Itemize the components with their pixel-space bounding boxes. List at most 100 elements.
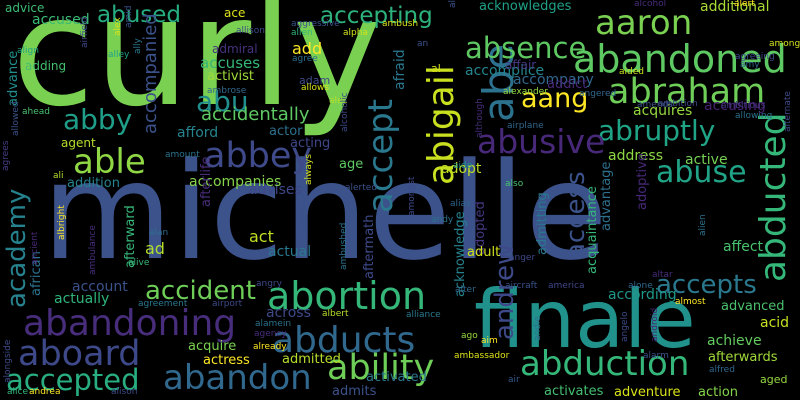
word: activist — [207, 69, 254, 84]
word: afterwards — [708, 350, 778, 365]
word: abandon — [163, 358, 312, 398]
word: alarm — [643, 351, 669, 361]
word: affair — [505, 58, 537, 72]
word: accepts — [656, 270, 757, 300]
word: alexander — [503, 87, 548, 97]
word: abusive — [477, 122, 606, 161]
word: alcoholic — [340, 92, 350, 132]
word: accident — [145, 276, 256, 306]
word: also — [505, 179, 524, 189]
word: aircraft — [505, 281, 538, 291]
word: affect — [723, 239, 764, 255]
word: aggressive — [291, 19, 340, 29]
word: accusing — [704, 98, 766, 114]
word: agency — [254, 329, 287, 339]
word: accepting — [320, 3, 433, 29]
word: airport — [212, 299, 243, 309]
word: adult — [467, 245, 501, 260]
word: adam — [299, 74, 331, 87]
word: michelle — [42, 134, 608, 290]
word: advice — [5, 1, 45, 15]
word: altar — [652, 270, 673, 280]
word: afterlife — [199, 156, 214, 207]
word: abandoning — [23, 303, 237, 344]
word: anderson — [299, 190, 309, 233]
word: accomplice — [465, 63, 545, 79]
word: acquires — [633, 103, 693, 119]
word: america — [548, 281, 585, 291]
word: air — [508, 375, 520, 385]
word: angered — [579, 89, 617, 99]
word: abuse — [656, 155, 747, 190]
word: age — [339, 157, 364, 172]
word: abducts — [272, 320, 416, 361]
word: admitted — [282, 352, 341, 367]
word: amy — [740, 60, 760, 70]
word: andie — [533, 316, 543, 341]
word: adventure — [614, 385, 681, 400]
word: admitting — [535, 192, 550, 255]
word: abduction — [520, 344, 690, 384]
word: act — [249, 227, 274, 246]
word: ambushed — [339, 222, 349, 270]
word: allows — [301, 83, 330, 93]
word: allowing — [735, 111, 773, 121]
word: able — [73, 142, 146, 182]
word: agree — [292, 54, 318, 64]
word: aang — [521, 83, 589, 114]
word: airplane — [507, 121, 544, 131]
word: ambassador — [454, 351, 510, 361]
word: ambrose — [207, 86, 247, 96]
word: academy — [2, 188, 32, 308]
word: allow — [448, 0, 458, 8]
word: almost — [675, 297, 706, 307]
word: alive — [128, 258, 150, 268]
word: admiral — [212, 42, 258, 56]
word: ambitious — [721, 101, 766, 111]
word: alley — [108, 50, 130, 60]
word: ahead — [22, 107, 50, 117]
word: allen — [291, 28, 313, 38]
word: accompanies — [189, 174, 282, 190]
word: curly — [12, 0, 382, 140]
word: agent — [61, 136, 96, 150]
word: advantage — [599, 161, 614, 231]
word: accompanied — [140, 13, 161, 134]
word: abbey — [204, 136, 313, 176]
word: aaron — [595, 3, 693, 43]
word: anger — [509, 253, 536, 263]
word: ambush — [382, 19, 419, 29]
word: acid — [760, 315, 790, 331]
word: abraham — [608, 72, 766, 112]
word: airfield — [80, 16, 90, 48]
word: alex — [113, 17, 123, 36]
word: an — [417, 39, 429, 49]
word: accept — [361, 98, 401, 213]
word: activates — [544, 384, 604, 399]
word: angry — [256, 279, 282, 289]
word: absence — [465, 31, 587, 65]
word: admits — [332, 384, 377, 399]
word: alfred — [709, 365, 735, 375]
word: aboard — [18, 334, 141, 374]
word: ally — [133, 38, 143, 54]
word: acquire — [188, 339, 237, 354]
word: agrees — [1, 140, 11, 172]
word: advanced — [721, 299, 785, 314]
word: alter — [455, 285, 476, 295]
word: acknowledges — [479, 0, 572, 14]
word: andy — [431, 215, 454, 225]
word: actual — [268, 244, 312, 260]
word: abruptly — [598, 114, 716, 147]
word: agreement — [138, 299, 188, 309]
word: across — [266, 305, 311, 321]
word: ability — [327, 348, 435, 388]
word: alamein — [255, 319, 292, 329]
word: alan — [149, 228, 169, 238]
word: accepted — [6, 363, 140, 397]
word: android — [650, 307, 660, 342]
word: ad — [145, 239, 165, 258]
word: achieve — [707, 333, 762, 349]
word: abducted — [753, 112, 794, 283]
